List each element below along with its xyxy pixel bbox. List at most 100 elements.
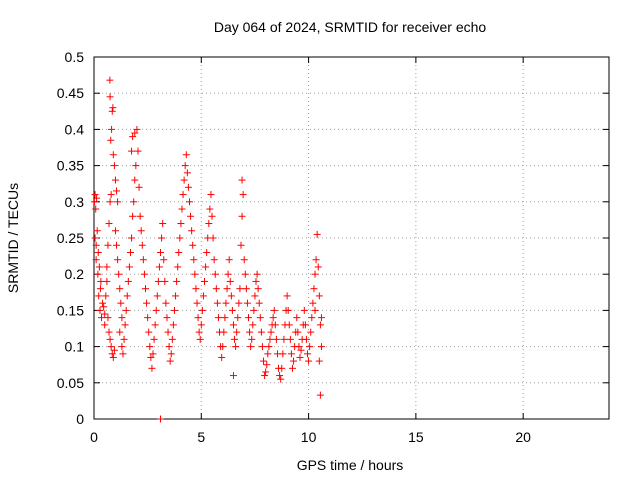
- y-axis-ticks: 0 0.05 0.1 0.15 0.2 0.25 0.3 0.35 0.4 0.45 0.5: [57, 49, 609, 427]
- data-point: [148, 364, 156, 372]
- data-point: [106, 198, 114, 206]
- data-point: [183, 169, 191, 177]
- data-point: [297, 346, 305, 354]
- data-point: [188, 227, 196, 235]
- data-point: [161, 277, 169, 285]
- data-point: [101, 321, 109, 329]
- grid: [94, 57, 609, 419]
- data-point: [211, 270, 219, 278]
- data-point: [108, 350, 116, 358]
- data-point: [300, 306, 308, 314]
- data-point: [110, 162, 118, 170]
- y-axis-title: SRMTID / TECUs: [5, 183, 21, 293]
- data-point: [111, 227, 119, 235]
- data-point: [105, 328, 113, 336]
- y-tick-label: 0.05: [57, 375, 84, 391]
- data-point: [151, 321, 159, 329]
- data-point: [224, 270, 232, 278]
- data-point: [103, 277, 111, 285]
- data-point: [160, 256, 168, 264]
- data-point: [315, 292, 323, 300]
- data-point: [92, 241, 100, 249]
- data-point: [271, 321, 279, 329]
- data-point: [144, 314, 152, 322]
- data-point: [152, 306, 160, 314]
- data-point: [192, 285, 200, 293]
- data-point: [165, 343, 173, 351]
- data-point: [104, 241, 112, 249]
- data-point: [125, 263, 133, 271]
- data-point: [238, 176, 246, 184]
- data-point: [313, 230, 321, 238]
- data-point: [213, 299, 221, 307]
- data-point: [232, 343, 240, 351]
- data-point: [136, 212, 144, 220]
- data-point: [159, 220, 167, 228]
- data-point: [249, 321, 257, 329]
- data-point: [225, 256, 233, 264]
- x-axis-ticks: 0 5 10 15 20: [90, 57, 531, 445]
- data-point: [203, 248, 211, 256]
- data-point: [245, 314, 252, 322]
- y-tick-label: 0.5: [65, 49, 85, 65]
- data-point: [231, 335, 239, 343]
- data-point: [110, 346, 118, 354]
- data-point: [94, 270, 102, 278]
- data-point: [207, 191, 215, 199]
- data-point: [106, 335, 114, 343]
- data-point: [133, 125, 141, 133]
- data-point: [137, 227, 145, 235]
- data-point: [287, 350, 295, 358]
- data-point: [131, 129, 139, 137]
- data-point: [307, 328, 315, 336]
- data-point: [98, 314, 106, 322]
- data-point: [220, 328, 228, 336]
- data-point: [251, 292, 259, 300]
- x-tick-label: 10: [301, 429, 317, 445]
- data-point: [236, 285, 244, 293]
- data-point: [134, 147, 142, 155]
- data-point: [162, 299, 170, 307]
- data-point: [202, 263, 210, 271]
- data-point: [118, 343, 126, 351]
- data-point: [179, 191, 187, 199]
- data-point: [95, 263, 103, 271]
- data-point: [304, 350, 312, 358]
- data-point: [317, 343, 325, 351]
- data-point: [145, 328, 153, 336]
- data-point: [172, 292, 180, 300]
- y-tick-label: 0.2: [65, 266, 85, 282]
- x-axis-title: GPS time / hours: [297, 457, 404, 473]
- data-point: [123, 292, 131, 300]
- data-point: [174, 263, 182, 271]
- data-point: [238, 212, 246, 220]
- data-point: [277, 375, 285, 383]
- data-point: [239, 191, 247, 199]
- data-point: [95, 292, 103, 300]
- data-point: [242, 285, 250, 293]
- data-point: [111, 176, 119, 184]
- data-point: [169, 321, 177, 329]
- data-point: [92, 205, 100, 213]
- data-point: [184, 183, 192, 191]
- data-point: [109, 151, 117, 159]
- data-point: [117, 299, 125, 307]
- data-point: [120, 335, 128, 343]
- data-point: [108, 125, 116, 133]
- data-point: [267, 328, 275, 336]
- y-tick-label: 0.3: [65, 194, 85, 210]
- data-point: [107, 343, 115, 351]
- data-point: [261, 372, 269, 380]
- data-point: [311, 306, 319, 314]
- data-point: [118, 314, 126, 322]
- chart-title: Day 064 of 2024, SRMTID for receiver ech…: [214, 19, 487, 35]
- data-point: [266, 335, 274, 343]
- data-point: [295, 343, 303, 351]
- plot-frame: [93, 56, 610, 420]
- data-point: [138, 241, 146, 249]
- data-point: [116, 328, 124, 336]
- data-point: [293, 314, 301, 322]
- data-point: [94, 248, 102, 256]
- y-tick-label: 0: [76, 411, 84, 427]
